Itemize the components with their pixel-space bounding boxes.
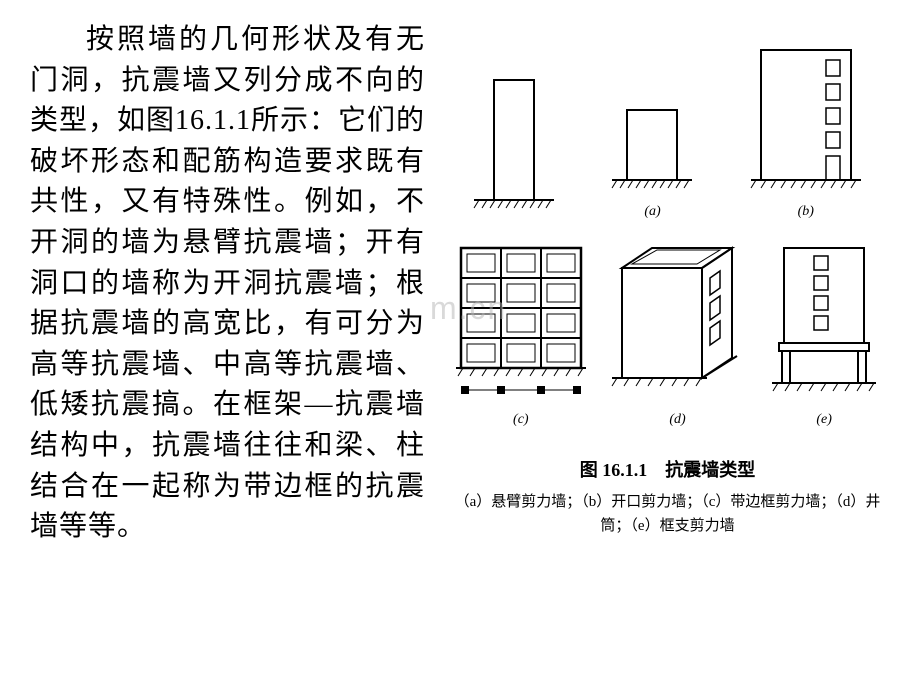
wall-b-icon — [746, 40, 866, 200]
figure-caption: 图 16.1.1 抗震墙类型 （a）悬臂剪力墙；（b）开口剪力墙；（c）带边框剪… — [445, 456, 890, 538]
figure-area: (a) — [445, 40, 890, 538]
label-a: (a) — [644, 204, 660, 220]
wall-e-icon — [764, 238, 884, 408]
figure-row-1: (a) — [445, 40, 890, 220]
figure-a1 — [469, 70, 559, 220]
figure-e: (e) — [764, 238, 884, 428]
figure-d: (d) — [602, 238, 752, 428]
wall-d-icon — [602, 238, 752, 408]
figure-row-2: (c) — [445, 238, 890, 428]
wall-a-short-icon — [607, 50, 697, 200]
label-d: (d) — [669, 412, 685, 428]
caption-title: 图 16.1.1 抗震墙类型 — [445, 456, 890, 482]
label-c: (c) — [513, 412, 529, 428]
wall-a-tall-icon — [469, 70, 559, 220]
figure-column: (a) — [445, 20, 890, 670]
figure-b: (b) — [746, 40, 866, 220]
label-e: (e) — [816, 412, 832, 428]
label-b: (b) — [798, 204, 814, 220]
figure-a2: (a) — [607, 50, 697, 220]
body-paragraph: 按照墙的几何形状及有无门洞，抗震墙又列分成不向的类型，如图16.1.1所示：它们… — [30, 20, 425, 548]
wall-c-icon — [451, 238, 591, 408]
text-column: 按照墙的几何形状及有无门洞，抗震墙又列分成不向的类型，如图16.1.1所示：它们… — [30, 20, 425, 670]
figure-c: (c) — [451, 238, 591, 428]
caption-desc: （a）悬臂剪力墙；（b）开口剪力墙；（c）带边框剪力墙；（d）井筒；（e）框支剪… — [445, 490, 890, 538]
